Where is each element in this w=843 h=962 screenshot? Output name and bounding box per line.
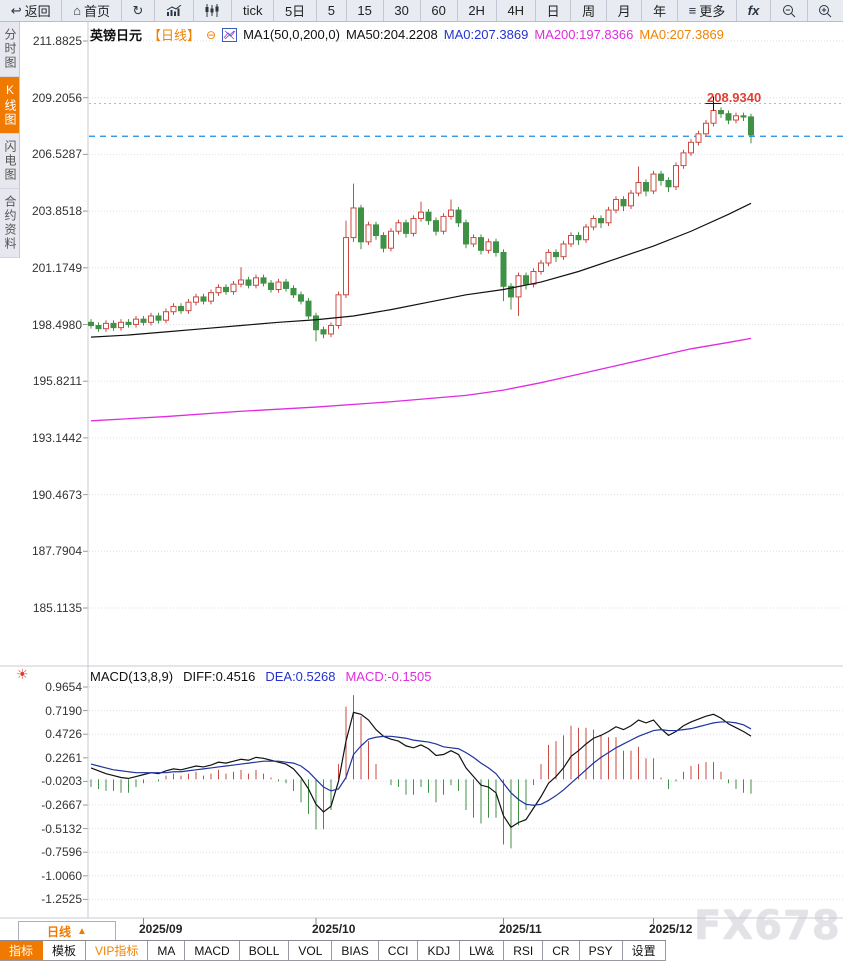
fx-indicator-button[interactable]: fx [737, 0, 772, 21]
interval-60min-button[interactable]: 60 [421, 0, 458, 21]
interval-5day-button[interactable]: 5日 [274, 0, 317, 21]
y-axis-label: 185.1135 [32, 601, 82, 615]
ma200-value: MA200:197.8366 [534, 27, 634, 42]
zoom-in-icon [818, 4, 832, 18]
macd-y-axis-label: 0.7190 [45, 704, 82, 718]
y-axis-label: 201.1749 [31, 261, 82, 275]
sidebar-item-contract-info[interactable]: 合约资料 [0, 189, 19, 258]
y-axis-label: 193.1442 [31, 431, 82, 445]
y-axis-label: 195.8211 [32, 374, 82, 388]
macd-y-axis-label: 0.2261 [45, 751, 82, 765]
macd-y-axis-label: -0.5132 [41, 822, 82, 836]
period-label: 【日线】 [148, 28, 201, 43]
macd-value: MACD:-0.1505 [345, 669, 432, 684]
chart-header: 英镑日元 【日线】 ⊖ MA1(50,0,200,0) MA50:204.220… [90, 25, 724, 44]
macd-dea-value: DEA:0.5268 [265, 669, 336, 684]
tab-indicators[interactable]: 指标 [0, 941, 44, 961]
tab-rsi[interactable]: RSI [504, 941, 544, 961]
interval-4h-button[interactable]: 4H [497, 0, 536, 21]
y-axis-label: 211.8825 [32, 34, 82, 48]
macd-y-axis-label: -0.2667 [41, 798, 82, 812]
refresh-icon: ↻ [132, 3, 144, 18]
y-axis-label: 187.7904 [31, 544, 82, 558]
top-toolbar: ↩ 返回 ⌂ 首页 ↻ tick 5日 5 15 30 60 2H 4H 日 周 月… [0, 0, 843, 22]
tab-cci[interactable]: CCI [378, 941, 419, 961]
macd-y-axis-label: 0.4726 [45, 727, 82, 741]
ma0-value-orange: MA0:207.3869 [639, 27, 724, 42]
tab-ma[interactable]: MA [148, 941, 186, 961]
x-axis-date: 2025/10 [312, 922, 356, 936]
macd-header: MACD(13,8,9) DIFF:0.4516 DEA:0.5268 MACD… [90, 669, 431, 684]
interval-day-button[interactable]: 日 [536, 0, 572, 21]
tab-lw[interactable]: LW& [460, 941, 505, 961]
y-axis-label: 190.4673 [31, 488, 82, 502]
tab-bias[interactable]: BIAS [332, 941, 379, 961]
x-axis-date: 2025/11 [499, 922, 542, 936]
sidebar-item-timeshare-chart[interactable]: 分时图 [0, 22, 19, 77]
high-price-marker: 208.9340 [707, 90, 762, 105]
macd-diff-value: DIFF:0.4516 [183, 669, 256, 684]
indicator-settings-icon[interactable]: ☀ [16, 666, 29, 682]
zoom-in-button[interactable] [808, 0, 843, 21]
macd-y-axis-label: -1.2525 [41, 892, 82, 906]
interval-year-button[interactable]: 年 [642, 0, 678, 21]
y-axis-label: 206.5287 [31, 147, 82, 161]
y-axis-label: 203.8518 [31, 204, 82, 218]
tab-psy[interactable]: PSY [579, 941, 623, 961]
area-chart-button[interactable] [155, 0, 194, 21]
macd-y-axis-label: 0.9654 [45, 680, 82, 694]
refresh-button[interactable]: ↻ [122, 0, 156, 21]
tab-vol[interactable]: VOL [289, 941, 333, 961]
macd-y-axis-label: -0.0203 [41, 774, 82, 788]
back-arrow-icon: ↩ [10, 3, 22, 18]
y-axis-label: 198.4980 [31, 318, 82, 332]
home-button[interactable]: ⌂ 首页 [62, 0, 122, 21]
symbol-name: 英镑日元 [90, 28, 143, 43]
interval-30min-button[interactable]: 30 [384, 0, 421, 21]
tab-cr[interactable]: CR [543, 941, 580, 961]
x-axis-date: 2025/12 [649, 922, 693, 936]
macd-title: MACD(13,8,9) [90, 669, 174, 684]
interval-5min-button[interactable]: 5 [317, 0, 347, 21]
tab-templates[interactable]: 模板 [43, 941, 87, 961]
y-axis-label: 209.2056 [31, 91, 82, 105]
sidebar-item-kline-chart[interactable]: K线图 [0, 77, 19, 134]
more-button[interactable]: ≡ 更多 [678, 0, 737, 21]
indicator-tab-bar: 指标 模板 VIP指标 MA MACD BOLL VOL BIAS CCI KD… [0, 940, 666, 961]
interval-month-button[interactable]: 月 [607, 0, 643, 21]
interval-15min-button[interactable]: 15 [347, 0, 384, 21]
home-icon: ⌂ [73, 3, 82, 18]
x-axis-date: 2025/09 [139, 922, 183, 936]
zoom-out-icon [782, 4, 796, 18]
fx678-watermark: FX678 [694, 903, 841, 949]
zoom-out-button[interactable] [771, 0, 808, 21]
mini-chart-icon[interactable] [222, 27, 238, 42]
collapse-circle-icon[interactable]: ⊖ [206, 27, 217, 42]
interval-2h-button[interactable]: 2H [458, 0, 497, 21]
area-chart-icon [166, 4, 182, 17]
tab-settings[interactable]: 设置 [622, 941, 666, 961]
candlestick-button[interactable] [194, 0, 233, 21]
ma0-value-blue: MA0:207.3869 [443, 27, 529, 42]
ma50-value: MA50:204.2208 [345, 27, 438, 42]
chevron-up-icon: ▲ [77, 925, 87, 937]
tab-kdj[interactable]: KDJ [418, 941, 461, 961]
ma-params-label: MA1(50,0,200,0) [243, 27, 340, 42]
interval-tick-button[interactable]: tick [232, 0, 275, 21]
sidebar-item-lightning-chart[interactable]: 闪电图 [0, 134, 19, 189]
tab-boll[interactable]: BOLL [239, 941, 290, 961]
macd-y-axis-label: -1.0060 [41, 869, 82, 883]
fx-icon: fx [747, 3, 760, 18]
period-selector[interactable]: 日线 ▲ [18, 921, 116, 941]
candlestick-icon [204, 4, 220, 17]
menu-icon: ≡ [688, 3, 697, 18]
chart-type-sidebar: 分时图 K线图 闪电图 合约资料 [0, 22, 20, 258]
tab-vip-indicators[interactable]: VIP指标 [86, 941, 149, 961]
macd-y-axis-label: -0.7596 [41, 845, 82, 859]
interval-week-button[interactable]: 周 [571, 0, 607, 21]
back-button[interactable]: ↩ 返回 [0, 0, 63, 21]
tab-macd[interactable]: MACD [185, 941, 240, 961]
